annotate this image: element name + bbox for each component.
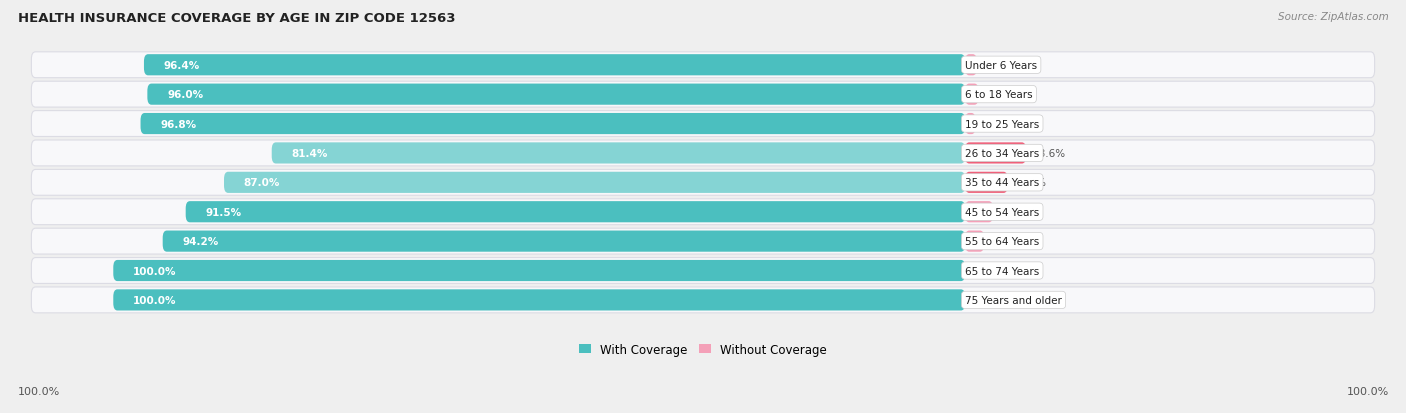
FancyBboxPatch shape	[163, 231, 965, 252]
Text: 0.0%: 0.0%	[972, 266, 998, 276]
Text: 100.0%: 100.0%	[134, 295, 176, 305]
Text: 19 to 25 Years: 19 to 25 Years	[965, 119, 1039, 129]
FancyBboxPatch shape	[965, 114, 976, 135]
Text: 6 to 18 Years: 6 to 18 Years	[965, 90, 1033, 100]
FancyBboxPatch shape	[143, 55, 965, 76]
Text: 3.6%: 3.6%	[983, 61, 1010, 71]
Text: 75 Years and older: 75 Years and older	[965, 295, 1062, 305]
FancyBboxPatch shape	[148, 84, 965, 105]
Text: 65 to 74 Years: 65 to 74 Years	[965, 266, 1039, 276]
FancyBboxPatch shape	[141, 114, 965, 135]
FancyBboxPatch shape	[31, 112, 1375, 137]
Text: 3.2%: 3.2%	[983, 119, 1008, 129]
Text: 100.0%: 100.0%	[134, 266, 176, 276]
FancyBboxPatch shape	[186, 202, 965, 223]
Text: Under 6 Years: Under 6 Years	[965, 61, 1038, 71]
Text: 5.8%: 5.8%	[991, 237, 1017, 247]
FancyBboxPatch shape	[31, 141, 1375, 166]
FancyBboxPatch shape	[271, 143, 965, 164]
Legend: With Coverage, Without Coverage: With Coverage, Without Coverage	[574, 338, 832, 361]
FancyBboxPatch shape	[31, 170, 1375, 196]
Text: 55 to 64 Years: 55 to 64 Years	[965, 237, 1039, 247]
Text: 35 to 44 Years: 35 to 44 Years	[965, 178, 1039, 188]
FancyBboxPatch shape	[965, 55, 977, 76]
Text: 100.0%: 100.0%	[18, 387, 60, 396]
FancyBboxPatch shape	[31, 199, 1375, 225]
Text: 18.6%: 18.6%	[1032, 149, 1066, 159]
Text: Source: ZipAtlas.com: Source: ZipAtlas.com	[1278, 12, 1389, 22]
FancyBboxPatch shape	[31, 53, 1375, 78]
FancyBboxPatch shape	[31, 258, 1375, 284]
FancyBboxPatch shape	[31, 229, 1375, 254]
Text: 26 to 34 Years: 26 to 34 Years	[965, 149, 1039, 159]
Text: HEALTH INSURANCE COVERAGE BY AGE IN ZIP CODE 12563: HEALTH INSURANCE COVERAGE BY AGE IN ZIP …	[18, 12, 456, 25]
Text: 0.0%: 0.0%	[972, 295, 998, 305]
FancyBboxPatch shape	[31, 82, 1375, 108]
Text: 87.0%: 87.0%	[243, 178, 280, 188]
Text: 4.1%: 4.1%	[986, 90, 1011, 100]
Text: 100.0%: 100.0%	[1347, 387, 1389, 396]
Text: 45 to 54 Years: 45 to 54 Years	[965, 207, 1039, 217]
Text: 94.2%: 94.2%	[183, 237, 218, 247]
FancyBboxPatch shape	[965, 202, 993, 223]
Text: 81.4%: 81.4%	[291, 149, 328, 159]
FancyBboxPatch shape	[31, 287, 1375, 313]
FancyBboxPatch shape	[965, 172, 1008, 193]
FancyBboxPatch shape	[965, 84, 979, 105]
Text: 96.8%: 96.8%	[160, 119, 197, 129]
FancyBboxPatch shape	[114, 260, 965, 281]
FancyBboxPatch shape	[965, 143, 1026, 164]
FancyBboxPatch shape	[224, 172, 965, 193]
Text: 13.0%: 13.0%	[1014, 178, 1047, 188]
Text: 91.5%: 91.5%	[205, 207, 242, 217]
FancyBboxPatch shape	[114, 290, 965, 311]
Text: 96.4%: 96.4%	[163, 61, 200, 71]
Text: 96.0%: 96.0%	[167, 90, 202, 100]
Text: 8.5%: 8.5%	[1000, 207, 1026, 217]
FancyBboxPatch shape	[965, 231, 984, 252]
